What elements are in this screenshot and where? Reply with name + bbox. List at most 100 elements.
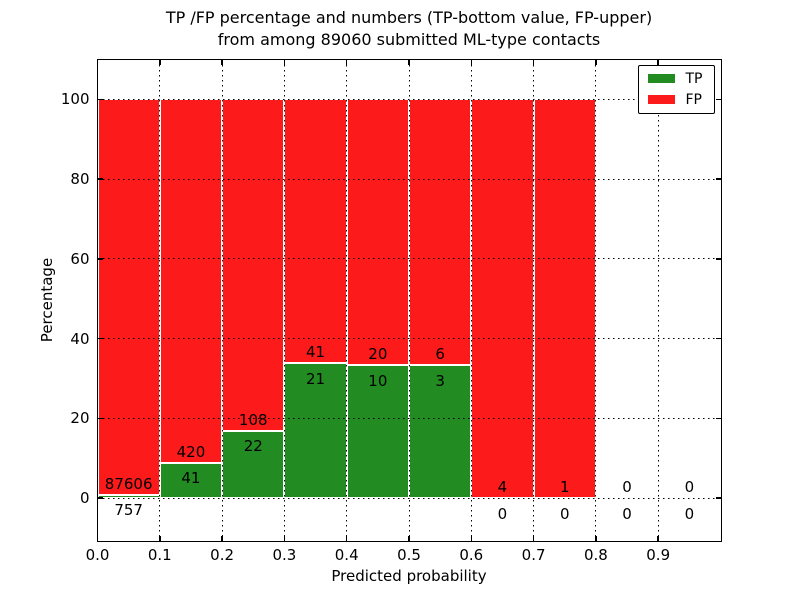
fp-bar-segment — [97, 99, 160, 495]
y-tick-label: 100 — [60, 90, 90, 109]
x-tick-mark-top — [595, 59, 597, 65]
gridline-vertical — [408, 59, 410, 541]
x-tick-label: 0.1 — [147, 545, 172, 564]
x-tick-label: 0.5 — [397, 545, 421, 564]
fp-bar-segment — [409, 99, 472, 366]
gridline-vertical — [533, 59, 535, 541]
y-tick-mark-right — [715, 258, 721, 260]
legend-swatch-fp — [647, 95, 675, 104]
fp-bar-segment — [284, 99, 347, 364]
fp-bar-segment — [346, 99, 409, 366]
fp-count-label: 20 — [368, 345, 388, 364]
fp-count-label: 87606 — [104, 474, 153, 493]
tp-count-label: 3 — [435, 371, 445, 390]
gridline-vertical — [470, 59, 472, 541]
legend-label-fp: FP — [685, 91, 703, 108]
y-tick-mark — [97, 497, 103, 499]
chart-title: TP /FP percentage and numbers (TP-bottom… — [98, 7, 720, 51]
gridline-vertical — [221, 59, 223, 541]
tp-count-label: 0 — [497, 504, 508, 523]
gridline-vertical — [595, 59, 597, 541]
legend-row: TP — [647, 70, 703, 87]
fp-count-label: 420 — [176, 442, 206, 461]
plot-area: 0.0 0.1 0.2 0.3 0.4 0.5 0.6 0.7 0.8 0.9 0 20 40 60 80 1… — [61, 58, 722, 564]
tp-count-label: 21 — [306, 369, 326, 388]
gridline-vertical — [283, 59, 285, 541]
y-tick-label: 0 — [79, 489, 90, 508]
x-tick-mark-top — [96, 59, 99, 65]
x-tick-label: 0.7 — [521, 545, 546, 564]
tp-count-label: 10 — [368, 371, 388, 390]
x-tick-mark-top — [221, 59, 223, 65]
x-tick-mark — [283, 535, 286, 541]
y-tick-mark-right — [715, 98, 721, 101]
x-tick-mark — [221, 535, 223, 541]
tp-bar-segment — [346, 365, 409, 499]
tp-count-label: 0 — [622, 504, 632, 523]
tp-count-label: 41 — [181, 469, 201, 488]
fp-count-label: 0 — [622, 478, 632, 497]
y-tick-mark-right — [715, 337, 721, 340]
y-tick-mark — [97, 258, 103, 260]
fp-bar-segment — [533, 99, 596, 499]
gridline-vertical — [657, 59, 659, 541]
y-tick-mark — [97, 98, 103, 101]
tp-bar-segment — [159, 462, 223, 499]
tp-bar-segment — [97, 494, 160, 499]
y-tick-label: 60 — [70, 249, 90, 268]
x-tick-label: 0.9 — [646, 545, 671, 564]
fp-count-label: 108 — [238, 410, 268, 429]
y-tick-label: 20 — [70, 409, 90, 428]
x-tick-mark-top — [345, 59, 348, 65]
legend-row: FP — [647, 91, 703, 108]
x-tick-mark — [408, 535, 410, 541]
fp-bar-segment — [471, 99, 534, 499]
tp-count-label: 0 — [559, 504, 570, 523]
fp-count-label: 41 — [306, 342, 326, 361]
y-tick-mark — [97, 178, 103, 180]
x-tick-mark-top — [470, 59, 473, 65]
x-tick-mark-top — [159, 59, 161, 65]
fp-bar-segment — [222, 99, 285, 431]
x-tick-mark — [345, 535, 348, 541]
chart-title-line2: from among 89060 submitted ML-type conta… — [217, 30, 601, 49]
gridline-vertical — [159, 59, 161, 541]
tp-bar-segment — [222, 430, 285, 499]
x-tick-label: 0.8 — [583, 545, 608, 564]
y-tick-label: 40 — [70, 329, 90, 348]
x-tick-mark — [657, 535, 659, 541]
fp-count-label: 4 — [497, 478, 508, 497]
x-tick-label: 0.6 — [459, 545, 484, 564]
x-tick-mark-top — [408, 59, 410, 65]
gridline-vertical — [346, 59, 348, 541]
legend: TP FP — [637, 64, 715, 114]
x-tick-mark — [96, 535, 99, 541]
x-tick-mark-top — [283, 59, 286, 65]
tp-count-label: 0 — [684, 504, 695, 523]
legend-label-tp: TP — [685, 70, 703, 87]
y-tick-mark-right — [715, 178, 721, 180]
x-tick-mark — [595, 535, 597, 541]
legend-swatch-tp — [647, 74, 675, 83]
y-tick-mark-right — [715, 497, 721, 499]
fp-count-label: 1 — [559, 478, 570, 497]
x-axis-label: Predicted probability — [331, 567, 487, 585]
x-tick-mark — [532, 535, 535, 541]
x-tick-label: 0.2 — [210, 545, 235, 564]
x-tick-mark-top — [532, 59, 535, 65]
y-tick-mark-right — [715, 417, 721, 420]
y-tick-label: 80 — [70, 170, 90, 189]
y-tick-mark — [97, 337, 103, 340]
x-tick-label: 0.4 — [334, 545, 359, 564]
x-tick-label: 0.3 — [272, 545, 297, 564]
tp-count-label: 757 — [114, 501, 143, 520]
tp-bar-segment — [284, 363, 347, 499]
tp-count-label: 22 — [243, 437, 263, 456]
fp-count-label: 6 — [435, 345, 445, 364]
x-tick-mark-top — [657, 59, 659, 65]
tp-bar-segment — [409, 365, 472, 499]
x-tick-mark — [470, 535, 473, 541]
fp-count-label: 0 — [684, 478, 695, 497]
y-tick-mark — [97, 417, 103, 420]
